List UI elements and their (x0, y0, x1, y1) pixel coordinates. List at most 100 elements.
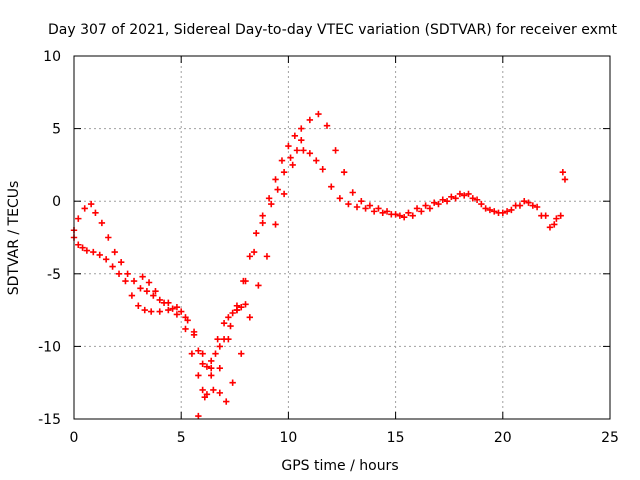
plot-frame (73, 55, 611, 420)
data-point (456, 190, 464, 198)
data-point (559, 168, 567, 176)
data-point (90, 248, 97, 256)
data-point (92, 209, 99, 217)
data-point (190, 331, 198, 338)
x-tick-labels: 0 5 10 15 20 25 (70, 430, 619, 446)
data-point (199, 360, 206, 368)
data-point (229, 309, 236, 317)
data-point (439, 196, 446, 203)
data-point (105, 234, 112, 241)
data-point (255, 282, 262, 289)
data-point (195, 412, 202, 420)
data-point (291, 132, 299, 140)
data-point (212, 350, 219, 357)
data-point (272, 176, 279, 183)
series-track-3 (139, 125, 305, 370)
data-point (512, 202, 519, 209)
data-point (533, 203, 541, 211)
data-point (551, 221, 558, 228)
y-tick-label: 10 (43, 49, 61, 65)
y-axis-label: SDTVAR / TECUs (6, 181, 22, 296)
data-point (465, 190, 472, 198)
data-point (115, 270, 123, 277)
data-point (529, 202, 537, 209)
data-point (259, 212, 266, 219)
data-point (362, 205, 369, 212)
axis-ticks (73, 55, 611, 420)
data-point (349, 189, 356, 196)
data-point (201, 394, 208, 401)
x-tick-label: 10 (279, 430, 297, 446)
data-point (208, 364, 215, 372)
data-point (538, 212, 545, 219)
data-point (227, 322, 234, 330)
data-point (223, 398, 230, 405)
data-point (508, 206, 515, 214)
data-point (111, 248, 118, 256)
data-point (246, 314, 254, 321)
data-point (79, 244, 86, 251)
data-point (461, 192, 468, 199)
data-point (233, 306, 241, 314)
x-tick-label: 20 (494, 430, 512, 446)
data-point (379, 209, 386, 217)
data-point (557, 212, 564, 219)
data-point (102, 256, 110, 263)
data-point (216, 389, 223, 397)
x-axis-label: GPS time / hours (281, 458, 398, 474)
data-point (145, 279, 153, 286)
data-point (98, 219, 106, 227)
data-point (287, 154, 294, 161)
data-point (203, 363, 211, 370)
data-point (156, 296, 163, 304)
data-point (195, 372, 202, 379)
data-point (435, 200, 442, 208)
data-point (195, 347, 202, 354)
data-point (139, 273, 146, 280)
data-point (122, 277, 129, 285)
data-point (430, 199, 438, 206)
data-point (383, 208, 391, 215)
data-point (546, 224, 554, 231)
data-point (75, 215, 82, 222)
data-point (319, 166, 326, 173)
data-point (152, 288, 159, 295)
data-point (173, 303, 181, 311)
data-point (289, 161, 296, 169)
data-point (265, 195, 273, 202)
data-point (263, 253, 271, 260)
data-point (128, 292, 136, 299)
data-point (165, 306, 172, 314)
data-point (87, 200, 95, 208)
data-point (336, 195, 344, 202)
y-tick-label: 5 (52, 122, 61, 138)
data-point (332, 147, 339, 154)
data-point (208, 357, 215, 365)
data-point (278, 157, 286, 164)
data-point (238, 303, 245, 311)
data-point (199, 386, 206, 394)
data-point (238, 350, 245, 357)
data-point (482, 205, 489, 212)
series-track-1 (70, 147, 569, 398)
data-point (285, 142, 292, 150)
data-point (220, 319, 228, 327)
series-track-4 (195, 301, 249, 420)
data-point (75, 241, 82, 248)
data-point (426, 205, 434, 212)
data-point (135, 302, 142, 309)
data-point (448, 193, 455, 201)
data-point (353, 203, 361, 211)
data-point (280, 168, 288, 176)
data-point (124, 270, 131, 277)
data-point (293, 147, 301, 154)
data-point (130, 277, 138, 285)
data-point (225, 314, 232, 321)
data-point (370, 208, 378, 215)
data-point (147, 308, 155, 315)
data-point (405, 209, 412, 217)
data-point (216, 343, 223, 350)
y-tick-label: -5 (47, 267, 61, 283)
y-tick-label: 0 (52, 194, 61, 210)
